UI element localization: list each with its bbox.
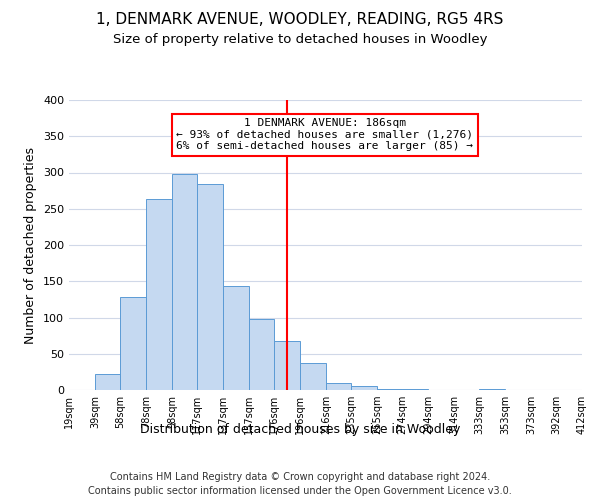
Bar: [274, 340, 300, 390]
Bar: [146, 200, 172, 390]
Bar: [249, 319, 274, 390]
Text: 1, DENMARK AVENUE, WOODLEY, READING, RG5 4RS: 1, DENMARK AVENUE, WOODLEY, READING, RG5…: [97, 12, 503, 28]
Bar: [377, 388, 402, 390]
Bar: [95, 374, 120, 390]
Y-axis label: Number of detached properties: Number of detached properties: [25, 146, 37, 344]
Bar: [300, 363, 326, 390]
Bar: [197, 184, 223, 390]
Bar: [172, 174, 197, 390]
Bar: [351, 386, 377, 390]
Text: Distribution of detached houses by size in Woodley: Distribution of detached houses by size …: [140, 422, 460, 436]
Text: Size of property relative to detached houses in Woodley: Size of property relative to detached ho…: [113, 32, 487, 46]
Text: 1 DENMARK AVENUE: 186sqm
← 93% of detached houses are smaller (1,276)
6% of semi: 1 DENMARK AVENUE: 186sqm ← 93% of detach…: [176, 118, 473, 152]
Text: Contains public sector information licensed under the Open Government Licence v3: Contains public sector information licen…: [88, 486, 512, 496]
Bar: [223, 286, 249, 390]
Bar: [120, 297, 146, 390]
Text: Contains HM Land Registry data © Crown copyright and database right 2024.: Contains HM Land Registry data © Crown c…: [110, 472, 490, 482]
Bar: [326, 384, 351, 390]
